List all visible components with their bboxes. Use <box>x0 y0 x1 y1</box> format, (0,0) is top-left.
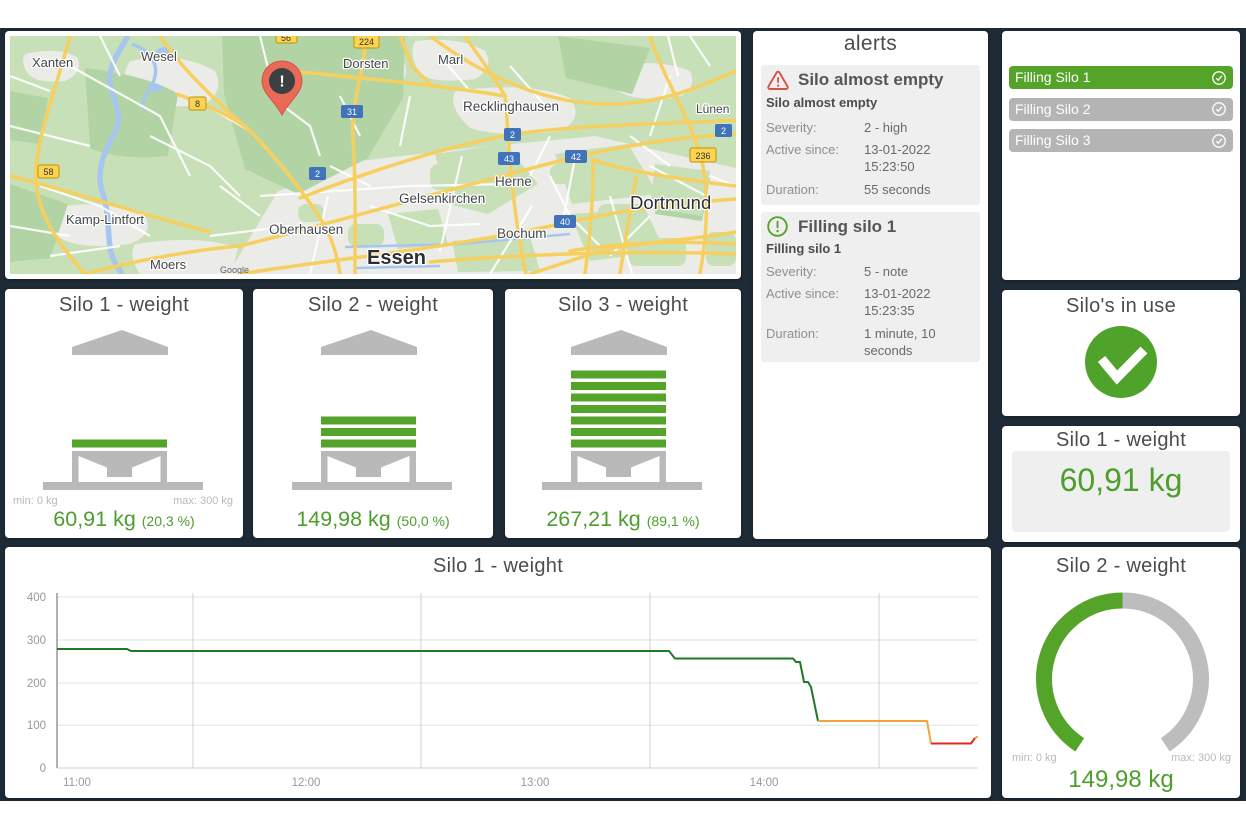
svg-text:31: 31 <box>347 107 357 117</box>
svg-text:Bochum: Bochum <box>497 226 547 241</box>
svg-text:100: 100 <box>27 720 46 732</box>
svg-text:12:00: 12:00 <box>292 777 321 789</box>
svg-text:Dorsten: Dorsten <box>343 56 389 71</box>
svg-text:!: ! <box>279 74 284 91</box>
svg-text:2: 2 <box>721 126 726 136</box>
svg-text:400: 400 <box>27 592 46 604</box>
svg-text:58: 58 <box>43 167 53 177</box>
svg-text:Marl: Marl <box>438 52 463 67</box>
svg-text:Lünen: Lünen <box>696 102 729 116</box>
svg-text:224: 224 <box>359 37 374 47</box>
svg-text:43: 43 <box>504 154 514 164</box>
svg-text:0: 0 <box>40 763 46 775</box>
svg-text:Xanten: Xanten <box>32 55 73 70</box>
svg-text:Kamp-Lintfort: Kamp-Lintfort <box>66 212 144 227</box>
svg-text:2: 2 <box>315 169 320 179</box>
svg-text:Recklinghausen: Recklinghausen <box>463 99 559 114</box>
svg-text:11:00: 11:00 <box>63 777 91 789</box>
svg-text:2: 2 <box>510 130 515 140</box>
svg-text:300: 300 <box>27 635 46 647</box>
svg-text:Moers: Moers <box>150 257 187 272</box>
svg-text:13:00: 13:00 <box>521 777 550 789</box>
svg-text:14:00: 14:00 <box>750 777 779 789</box>
svg-text:Gelsenkirchen: Gelsenkirchen <box>399 191 485 206</box>
svg-text:Dortmund: Dortmund <box>630 192 711 213</box>
svg-text:40: 40 <box>560 217 570 227</box>
svg-text:Wesel: Wesel <box>141 49 177 64</box>
svg-text:Essen: Essen <box>367 247 426 269</box>
svg-text:236: 236 <box>695 151 710 161</box>
svg-text:Google: Google <box>220 265 249 274</box>
svg-text:Oberhausen: Oberhausen <box>269 222 343 237</box>
svg-text:200: 200 <box>27 678 46 690</box>
svg-text:42: 42 <box>571 152 581 162</box>
svg-text:Herne: Herne <box>495 174 532 189</box>
svg-text:8: 8 <box>195 99 200 109</box>
svg-text:56: 56 <box>281 36 291 43</box>
